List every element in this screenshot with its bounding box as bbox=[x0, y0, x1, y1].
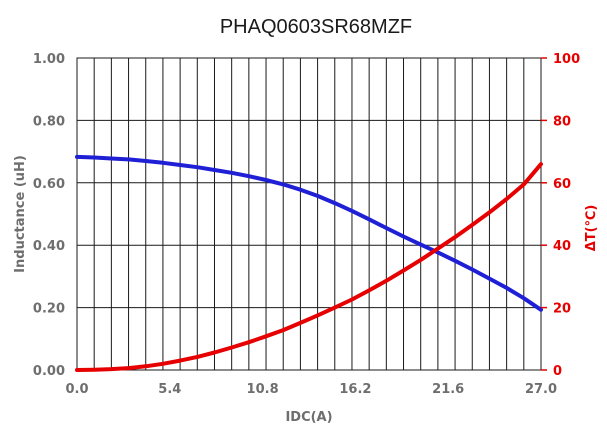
right-tick-label: 60 bbox=[553, 177, 571, 192]
left-tick-label: 0.40 bbox=[33, 239, 65, 254]
x-axis-label: IDC(A) bbox=[285, 410, 332, 425]
x-tick-label: 10.8 bbox=[247, 382, 279, 397]
temperature-rise-curve bbox=[75, 162, 543, 372]
plot-frame bbox=[76, 57, 542, 371]
series-layer bbox=[75, 154, 543, 372]
right-tick-label: 100 bbox=[553, 52, 580, 67]
left-axis-label: Inductance (uH) bbox=[13, 155, 28, 273]
left-axis-ticks: 0.00 0.20 0.40 0.60 0.80 1.00 bbox=[33, 52, 65, 379]
x-axis-ticks: 0.0 5.4 10.8 16.2 21.6 27.0 bbox=[65, 382, 557, 397]
x-tick-label: 16.2 bbox=[339, 382, 371, 397]
right-axis-label: ΔT(℃) bbox=[584, 205, 599, 252]
left-tick-label: 1.00 bbox=[33, 52, 65, 67]
left-tick-label: 0.80 bbox=[33, 114, 65, 129]
right-axis-ticks: 0 20 40 60 80 100 bbox=[541, 52, 580, 379]
x-tick-label: 27.0 bbox=[525, 382, 557, 397]
x-tick-label: 0.0 bbox=[65, 382, 88, 397]
right-tick-label: 0 bbox=[553, 364, 562, 379]
x-tick-label: 5.4 bbox=[158, 382, 181, 397]
x-tick-label: 21.6 bbox=[432, 382, 464, 397]
inductance-curve bbox=[75, 154, 543, 312]
left-tick-label: 0.60 bbox=[33, 177, 65, 192]
right-tick-label: 40 bbox=[553, 239, 571, 254]
left-tick-label: 0.20 bbox=[33, 302, 65, 317]
chart-title: PHAQ0603SR68MZF bbox=[220, 16, 412, 38]
left-tick-label: 0.00 bbox=[33, 364, 65, 379]
grid bbox=[77, 58, 541, 370]
right-tick-label: 20 bbox=[553, 302, 571, 317]
right-tick-label: 80 bbox=[553, 114, 571, 129]
